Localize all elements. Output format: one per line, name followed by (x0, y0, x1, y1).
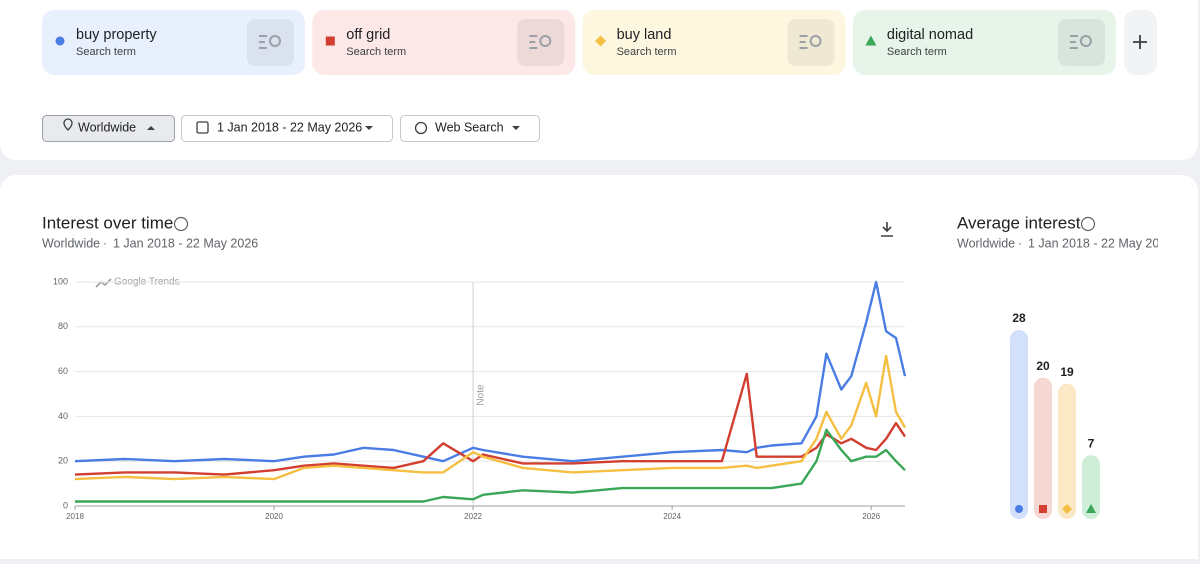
series-line (74, 280, 907, 463)
calendar-icon (196, 121, 209, 134)
term-kind: Search term (76, 46, 136, 58)
separator: · (103, 236, 107, 250)
y-tick-label: 100 (53, 276, 68, 286)
download-icon[interactable] (881, 222, 893, 237)
avg-marker (1015, 505, 1023, 513)
term-card[interactable] (42, 10, 305, 75)
plus-icon (1133, 35, 1147, 49)
avg-bar (1010, 330, 1028, 519)
compare-icon (799, 35, 808, 49)
location-filter[interactable] (42, 115, 175, 142)
term-name: digital nomad (887, 27, 973, 43)
avg-value: 19 (1060, 365, 1074, 379)
x-tick-label: 2020 (265, 512, 283, 521)
avg-bar (1082, 455, 1100, 519)
info-icon[interactable] (173, 216, 189, 232)
info-icon[interactable] (1080, 216, 1096, 232)
compare-icon (529, 35, 538, 49)
y-tick-label: 40 (58, 411, 68, 421)
term-marker (325, 36, 335, 46)
series-line (75, 428, 906, 503)
caret (147, 126, 155, 130)
y-tick-label: 0 (63, 500, 68, 510)
avg-bar (1058, 383, 1076, 519)
note-label: Note (476, 384, 487, 406)
term-kind: Search term (346, 46, 406, 58)
term-card[interactable] (312, 10, 576, 75)
caret (365, 126, 373, 130)
pin-icon (63, 118, 73, 131)
term-card[interactable] (852, 10, 1116, 75)
avg-value: 20 (1036, 359, 1050, 373)
separator: · (1018, 236, 1022, 250)
x-tick-label: 2024 (663, 512, 681, 521)
series-line (74, 354, 907, 481)
search-type-label: Web Search (435, 120, 504, 134)
avg-subtitle-location: Worldwide (957, 236, 1015, 250)
avg-marker (1062, 504, 1072, 514)
x-tick-label: 2018 (66, 512, 84, 521)
avg-value: 7 (1088, 436, 1095, 450)
compare-icon (809, 35, 822, 47)
caret (512, 126, 520, 130)
avg-marker (1039, 505, 1047, 513)
x-tick-label: 2026 (862, 512, 880, 521)
term-card[interactable] (582, 10, 846, 75)
chart-title: Interest over time (42, 213, 173, 232)
term-name: off grid (346, 27, 390, 43)
search-type-filter[interactable] (400, 115, 540, 142)
term-name: buy land (617, 27, 672, 43)
compare-icon (539, 35, 552, 47)
y-tick-label: 60 (58, 366, 68, 376)
avg-value: 28 (1012, 311, 1026, 325)
date-label: 1 Jan 2018 - 22 May 2026 (217, 120, 362, 134)
subtitle-location: Worldwide (42, 236, 100, 250)
avg-title: Average interest (957, 213, 1081, 232)
globe-icon (414, 121, 428, 135)
term-name: buy property (76, 27, 157, 43)
date-filter[interactable] (181, 115, 393, 142)
search-terms: buy property Search term off grid Search te… (42, 10, 1116, 75)
term-kind: Search term (617, 46, 677, 58)
y-tick-label: 80 (58, 321, 68, 331)
y-tick-label: 20 (58, 456, 68, 466)
subtitle-dates: 1 Jan 2018 - 22 May 2026 (113, 236, 258, 250)
x-tick-label: 2022 (464, 512, 482, 521)
avg-bar (1034, 377, 1052, 519)
location-label: Worldwide (78, 120, 136, 134)
compare-icon (259, 35, 267, 49)
compare-icon (1069, 35, 1078, 49)
term-marker (865, 35, 877, 46)
avg-marker (1086, 504, 1096, 513)
compare-icon (269, 35, 281, 47)
avg-subtitle-dates: 1 Jan 2018 - 22 May 2026 (1028, 236, 1173, 250)
term-marker (595, 35, 607, 47)
series-line (74, 372, 906, 476)
term-kind: Search term (887, 46, 947, 58)
compare-icon (1079, 35, 1092, 47)
term-marker (55, 36, 65, 46)
